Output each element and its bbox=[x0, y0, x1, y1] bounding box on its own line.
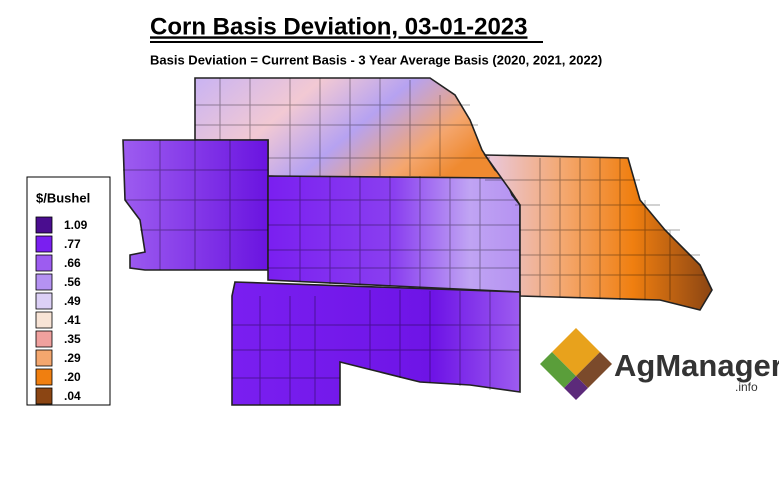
legend-swatch bbox=[35, 254, 53, 272]
legend-swatch bbox=[35, 349, 53, 367]
legend-title: $/Bushel bbox=[36, 190, 90, 205]
county-lines bbox=[123, 78, 705, 405]
legend-swatch bbox=[35, 273, 53, 291]
logo-name: AgManager bbox=[614, 348, 779, 383]
legend-label: .77 bbox=[64, 237, 81, 251]
legend-label: .66 bbox=[64, 256, 81, 270]
kansas bbox=[267, 175, 521, 293]
logo-right bbox=[576, 352, 612, 388]
legend-swatch bbox=[35, 330, 53, 348]
legend-label: .41 bbox=[64, 313, 81, 327]
subtitle: Basis Deviation = Current Basis - 3 Year… bbox=[150, 52, 602, 67]
legend-swatch bbox=[35, 387, 53, 405]
logo-left bbox=[540, 352, 576, 388]
title: Corn Basis Deviation, 03-01-2023 bbox=[150, 13, 528, 40]
legend-label: .56 bbox=[64, 275, 81, 289]
legend-label: .04 bbox=[64, 389, 81, 403]
legend-swatch bbox=[35, 311, 53, 329]
logo-bottom bbox=[564, 376, 588, 400]
oklahoma bbox=[231, 281, 521, 406]
legend-label: .20 bbox=[64, 370, 81, 384]
legend-label: .49 bbox=[64, 294, 81, 308]
missouri bbox=[483, 154, 713, 311]
legend-swatch bbox=[35, 292, 53, 310]
legend-label: .29 bbox=[64, 351, 81, 365]
legend-swatch bbox=[35, 368, 53, 386]
logo: AgManager .info bbox=[540, 328, 779, 400]
logo-suffix: .info bbox=[735, 380, 758, 394]
legend-swatch bbox=[35, 216, 53, 234]
legend-label: 1.09 bbox=[64, 218, 88, 232]
legend-swatch bbox=[35, 235, 53, 253]
legend-label: .35 bbox=[64, 332, 81, 346]
legend-box bbox=[26, 176, 111, 406]
legend-items: 1.09 .77 .66 .56 .49 .41 .35 .29 .20 .04 bbox=[35, 216, 88, 405]
states bbox=[122, 77, 713, 406]
